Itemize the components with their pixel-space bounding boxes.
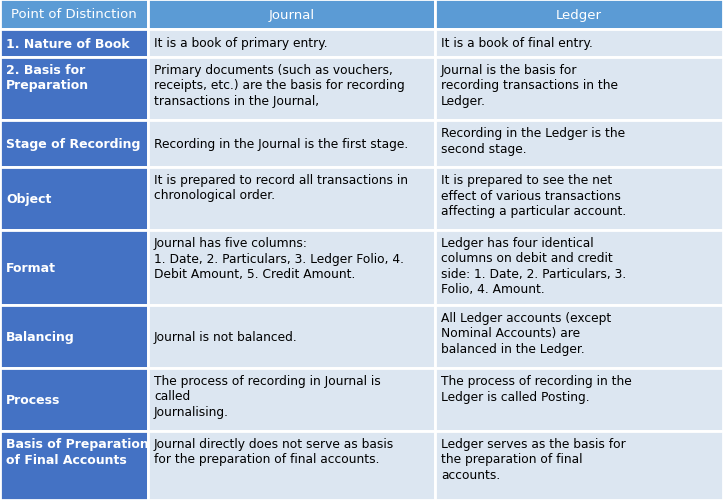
Bar [148,230,435,306]
Bar [148,168,435,230]
Text: Process: Process [6,393,61,406]
Bar [435,30,723,58]
Text: Journal is the basis for
recording transactions in the
Ledger.: Journal is the basis for recording trans… [441,64,618,108]
Text: Basis of Preparation
of Final Accounts: Basis of Preparation of Final Accounts [6,437,149,465]
Text: Journal has five columns:
1. Date, 2. Particulars, 3. Ledger Folio, 4.
Debit Amo: Journal has five columns: 1. Date, 2. Pa… [154,236,404,281]
Bar [148,368,435,431]
Text: It is prepared to see the net
effect of various transactions
affecting a particu: It is prepared to see the net effect of … [441,174,626,217]
Text: Ledger has four identical
columns on debit and credit
side: 1. Date, 2. Particul: Ledger has four identical columns on deb… [441,236,626,296]
Bar [148,121,435,168]
Text: Journal: Journal [268,9,315,22]
Bar [435,306,723,368]
Text: The process of recording in the
Ledger is called Posting.: The process of recording in the Ledger i… [441,374,632,403]
Text: Ledger: Ledger [556,9,602,22]
Bar [435,58,723,121]
Text: Balancing: Balancing [6,330,74,343]
Text: Stage of Recording: Stage of Recording [6,138,140,151]
Bar [148,306,435,368]
Bar [0,30,148,58]
Text: Format: Format [6,262,56,275]
Text: It is a book of final entry.: It is a book of final entry. [441,38,593,51]
Text: Recording in the Journal is the first stage.: Recording in the Journal is the first st… [154,138,408,151]
Text: Ledger serves as the basis for
the preparation of final
accounts.: Ledger serves as the basis for the prepa… [441,437,625,481]
Bar [435,431,723,500]
Text: Journal is not balanced.: Journal is not balanced. [154,330,298,343]
Bar [0,368,148,431]
Text: All Ledger accounts (except
Nominal Accounts) are
balanced in the Ledger.: All Ledger accounts (except Nominal Acco… [441,312,611,355]
Bar [148,431,435,500]
Bar [0,0,148,30]
Bar [435,0,723,30]
Text: It is a book of primary entry.: It is a book of primary entry. [154,38,328,51]
Text: Point of Distinction: Point of Distinction [11,9,137,22]
Bar [435,168,723,230]
Bar [0,168,148,230]
Text: It is prepared to record all transactions in
chronological order.: It is prepared to record all transaction… [154,174,408,202]
Bar [148,30,435,58]
Text: 1. Nature of Book: 1. Nature of Book [6,38,129,51]
Bar [435,121,723,168]
Bar [0,121,148,168]
Text: Journal directly does not serve as basis
for the preparation of final accounts.: Journal directly does not serve as basis… [154,437,394,465]
Bar [0,230,148,306]
Bar [148,58,435,121]
Bar [0,431,148,500]
Bar [0,58,148,121]
Bar [0,306,148,368]
Bar [435,230,723,306]
Text: 2. Basis for
Preparation: 2. Basis for Preparation [6,64,89,92]
Text: Primary documents (such as vouchers,
receipts, etc.) are the basis for recording: Primary documents (such as vouchers, rec… [154,64,405,108]
Text: Object: Object [6,192,51,205]
Text: The process of recording in Journal is
called
Journalising.: The process of recording in Journal is c… [154,374,381,418]
Bar [435,368,723,431]
Bar [148,0,435,30]
Text: Recording in the Ledger is the
second stage.: Recording in the Ledger is the second st… [441,127,625,155]
